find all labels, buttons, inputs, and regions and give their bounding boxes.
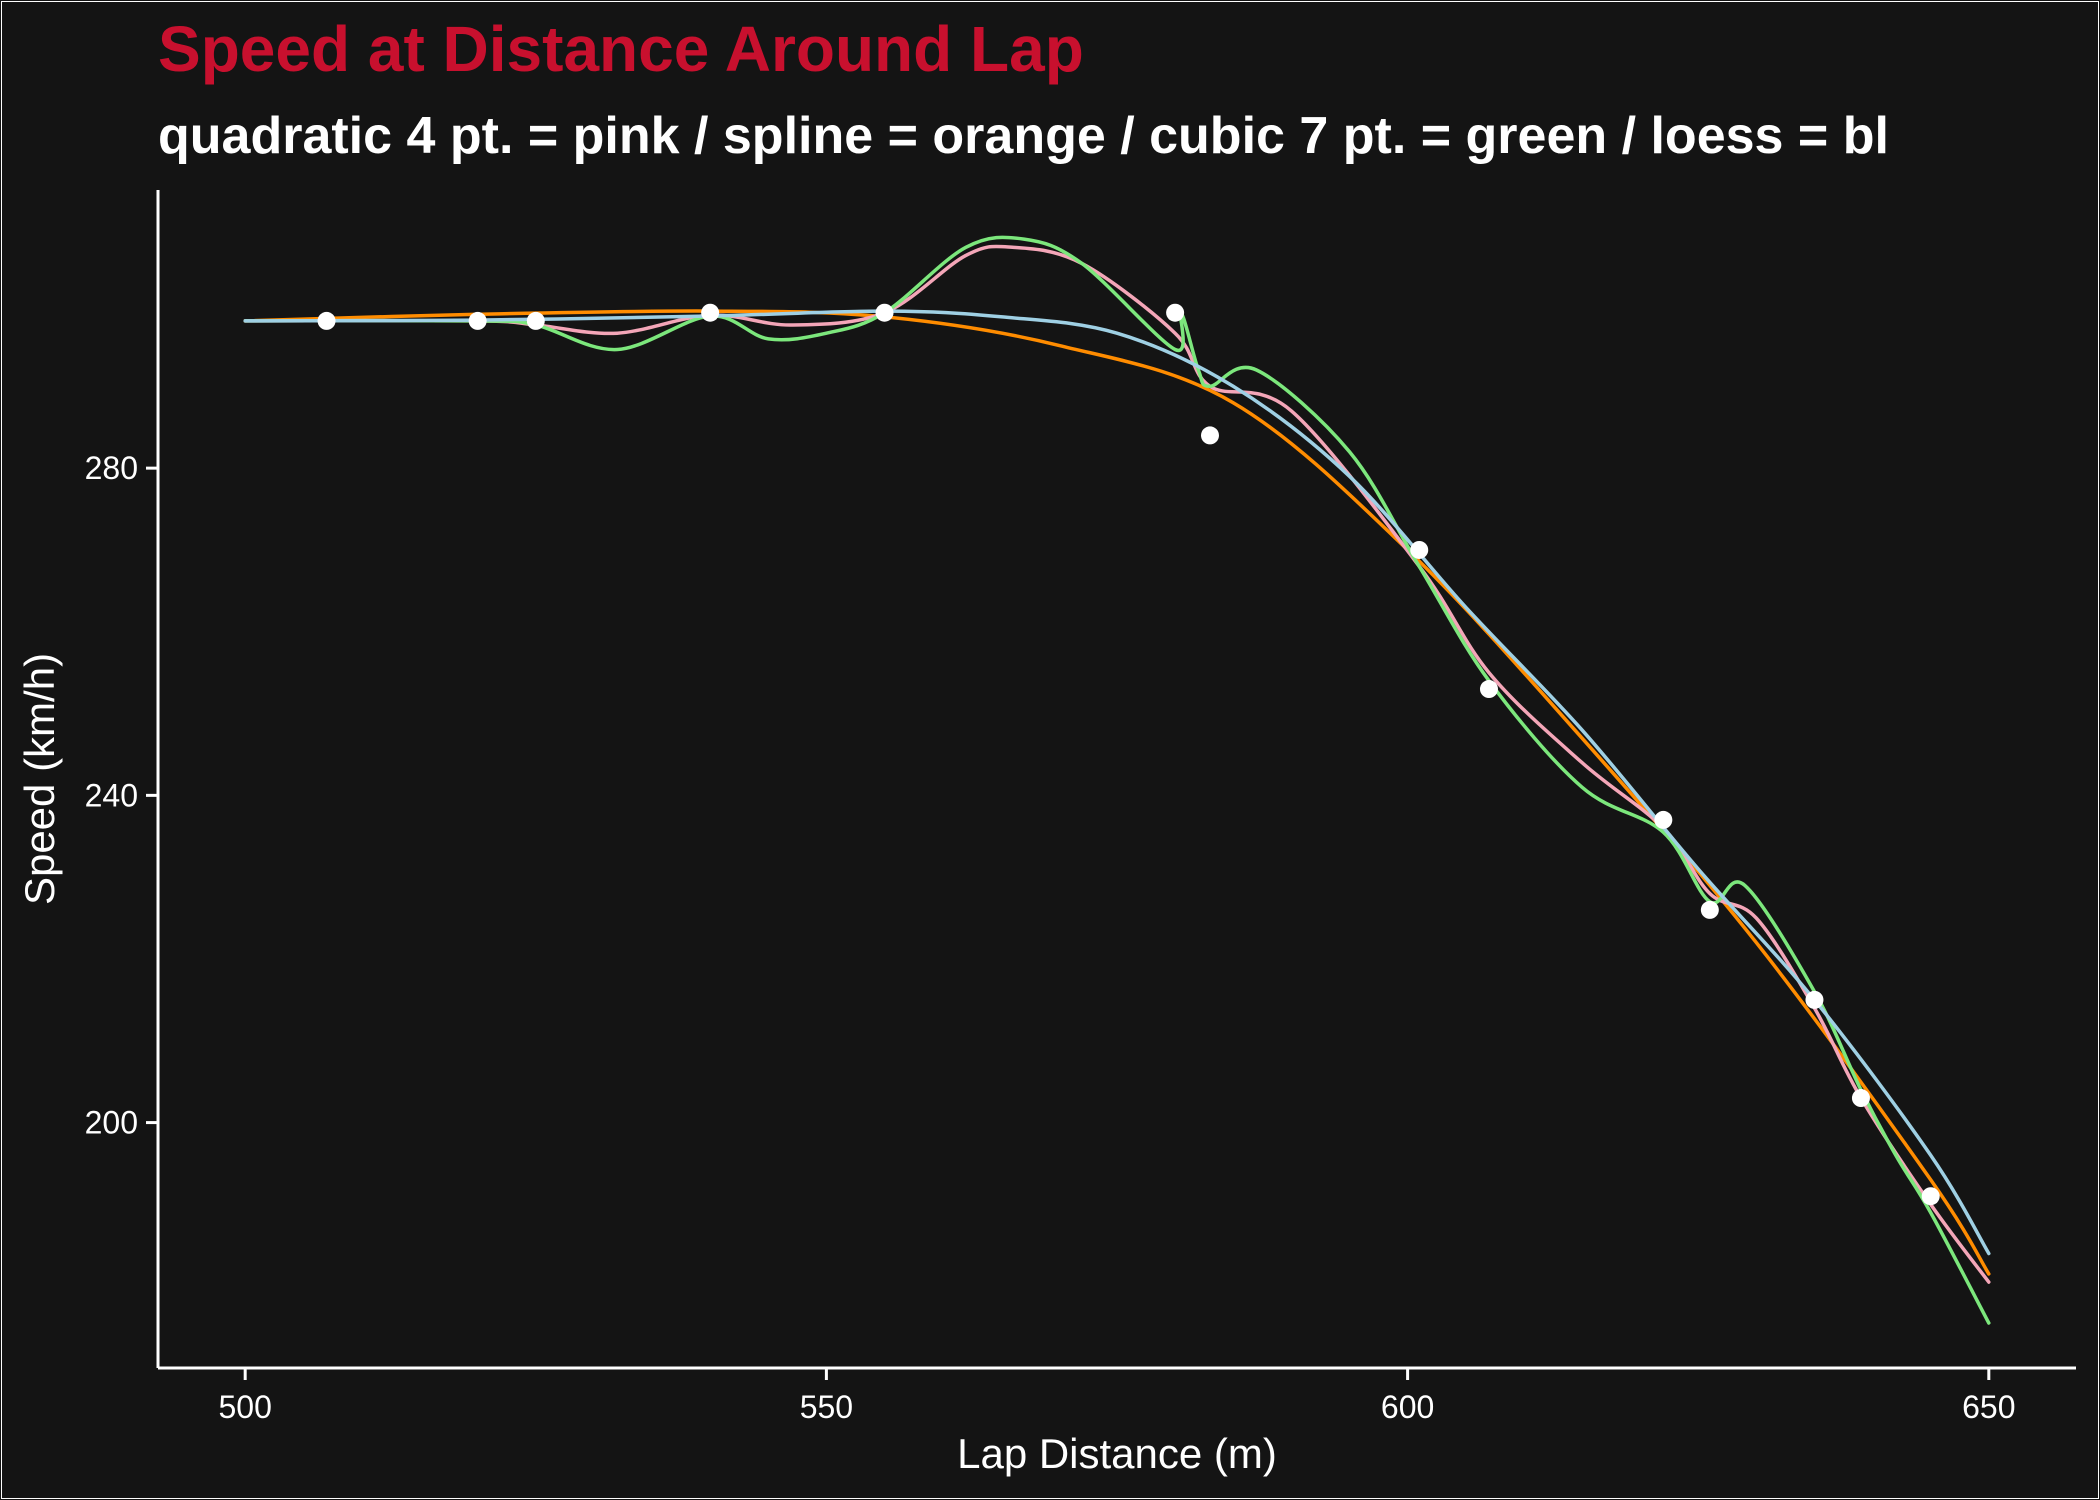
data-point — [701, 303, 720, 322]
data-point — [1851, 1089, 1870, 1108]
data-point — [1166, 303, 1185, 322]
data-point — [875, 303, 894, 322]
x-tick-label: 500 — [218, 1389, 271, 1425]
x-tick-label: 650 — [1962, 1389, 2015, 1425]
y-tick-label: 280 — [85, 450, 138, 486]
points-layer — [317, 303, 1940, 1206]
y-tick-label: 240 — [85, 777, 138, 813]
series-line-spline — [243, 309, 1991, 1276]
ticks-layer: 500 550 600 650 200 240 280 — [85, 450, 2016, 1425]
series-line-quadratic — [243, 244, 1991, 1284]
y-axis-title: Speed (km/h) — [16, 653, 63, 905]
data-point — [1654, 810, 1673, 829]
data-point — [1700, 900, 1719, 919]
x-tick-label: 550 — [800, 1389, 853, 1425]
chart-title: Speed at Distance Around Lap — [158, 13, 1084, 85]
data-point — [1805, 990, 1824, 1009]
data-point — [526, 311, 545, 330]
x-axis-title: Lap Distance (m) — [957, 1430, 1277, 1477]
data-point — [1200, 426, 1219, 445]
data-point — [317, 311, 336, 330]
series-line-loess — [243, 309, 1991, 1256]
data-point — [468, 311, 487, 330]
data-point — [1479, 680, 1498, 699]
y-tick-label: 200 — [85, 1105, 138, 1141]
chart-subtitle: quadratic 4 pt. = pink / spline = orange… — [158, 107, 1889, 165]
data-point — [1921, 1187, 1940, 1206]
data-point — [1410, 540, 1429, 559]
series-line-cubic — [243, 235, 1991, 1325]
x-tick-label: 600 — [1381, 1389, 1434, 1425]
series-layer — [243, 235, 1991, 1325]
